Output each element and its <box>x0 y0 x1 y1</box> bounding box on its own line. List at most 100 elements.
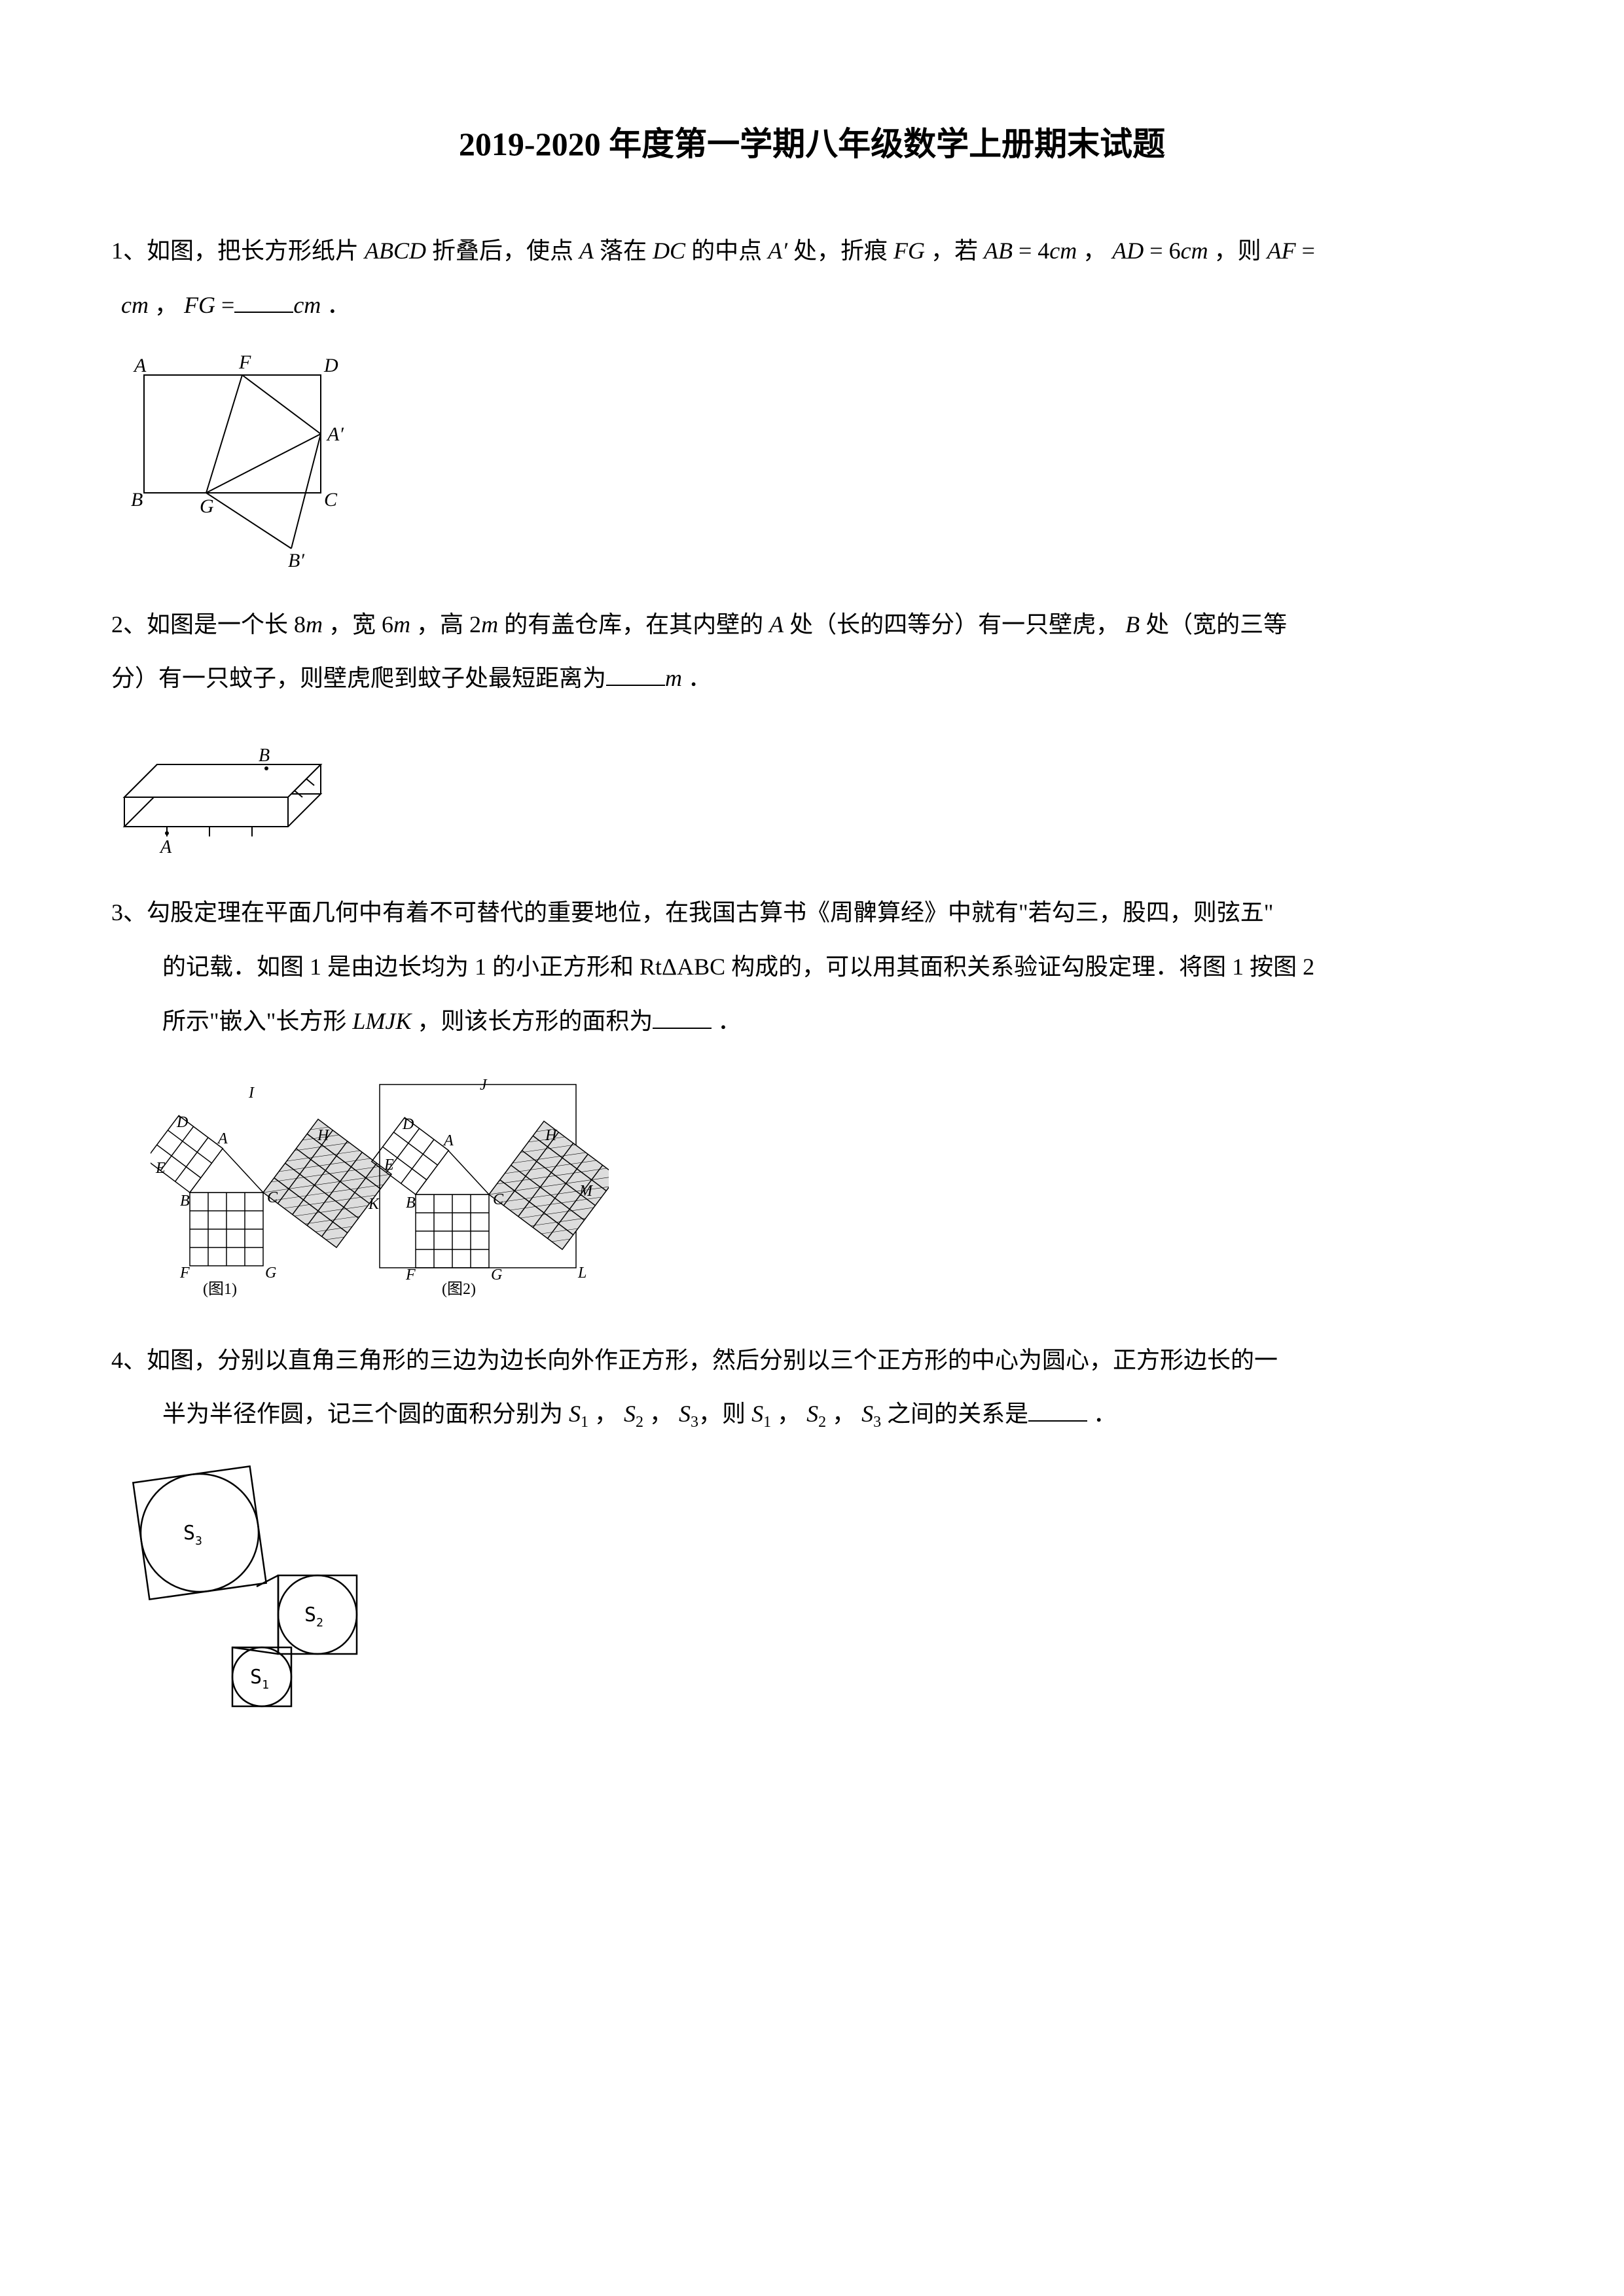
q1-DC: DC <box>653 238 685 264</box>
f3-J2: J <box>480 1077 488 1094</box>
f3-H2: H <box>545 1127 558 1144</box>
q4-s1: 1 <box>581 1414 588 1431</box>
f3-I1: I <box>248 1085 255 1102</box>
f3-lab1: (图1) <box>203 1281 237 1298</box>
problem-4: 4、如图，分别以直角三角形的三边为边长向外作正方形，然后分别以三个正方形的中心为… <box>111 1333 1513 1442</box>
figure-1: A F D A′ B G C B′ <box>111 352 1513 571</box>
q2-te: 处（长的四等分）有一只壁虎， <box>784 611 1125 637</box>
q1-tb: 折叠后，使点 <box>426 238 579 264</box>
fig1-A: A <box>133 355 147 376</box>
fig1-Ap: A′ <box>326 423 344 445</box>
f3-C1: C <box>267 1189 278 1206</box>
q1-l2a: cm <box>121 292 149 318</box>
fig1-D: D <box>323 355 338 376</box>
q4-l2h: ． <box>1087 1401 1117 1427</box>
q4-l2e: ， <box>771 1401 806 1427</box>
q4-S1: S <box>569 1401 581 1427</box>
problem-3: 3、勾股定理在平面几何中有着不可替代的重要地位，在我国古算书《周髀算经》中就有"… <box>111 886 1513 1048</box>
q1-th: ，则 <box>1208 238 1267 264</box>
q1-l2e: ． <box>321 292 350 318</box>
q1-blank <box>234 293 293 313</box>
q4-s3: 3 <box>691 1414 698 1431</box>
q2-m3: m <box>481 611 498 637</box>
q2-td: 的有盖仓库，在其内壁的 <box>498 611 769 637</box>
f3-G2: G <box>491 1266 502 1283</box>
f4-S1: S <box>250 1666 262 1689</box>
fig1-B: B <box>131 489 143 511</box>
q2-B: B <box>1125 611 1140 637</box>
q1-tc: 落在 <box>594 238 653 264</box>
q2-tc: ，高 2 <box>410 611 481 637</box>
q1-eq3: = <box>1296 238 1315 264</box>
f3-K2: K <box>368 1196 380 1213</box>
q4-s2: 2 <box>636 1414 643 1431</box>
q1-abcd: ABCD <box>365 238 426 264</box>
q1-Ap: A′ <box>768 238 787 264</box>
q1-te: 处，折痕 <box>787 238 893 264</box>
q1-AD: AD <box>1112 238 1144 264</box>
page-title: 2019-2020 年度第一学期八年级数学上册期末试题 <box>111 118 1513 165</box>
f4-s2s: 2 <box>316 1616 323 1630</box>
q3-LMJK: LMJK <box>352 1008 411 1034</box>
f3-D1: D <box>176 1114 188 1131</box>
q4-blank <box>1028 1402 1087 1422</box>
q4-S3b: S <box>861 1401 873 1427</box>
figure-3: D I A H E B C F G (图1) <box>151 1068 1513 1307</box>
f3-A1: A <box>217 1130 228 1147</box>
f3-E1: E <box>155 1160 166 1177</box>
q4-l2g: 之间的关系是 <box>881 1401 1028 1427</box>
fig1-G: G <box>200 495 214 517</box>
q1-eq2: = 6 <box>1144 238 1180 264</box>
q1-AB: AB <box>984 238 1013 264</box>
q3-l3b: ，则该长方形的面积为 <box>411 1008 653 1034</box>
q1-tf: ，若 <box>925 238 984 264</box>
f3-D2: D <box>402 1116 414 1133</box>
f3-G1: G <box>265 1265 276 1282</box>
q3-l2: 的记载．如图 1 是由边长均为 1 的小正方形和 RtΔABC 构成的，可以用其… <box>162 954 1314 980</box>
q1-l2b: ， <box>149 292 184 318</box>
figure-2: B A <box>111 725 1513 859</box>
q4-l2a: 半为半径作圆，记三个圆的面积分别为 <box>162 1401 569 1427</box>
q4-S3: S <box>679 1401 691 1427</box>
q2-l2c: ． <box>682 665 712 691</box>
problem-1: 1、如图，把长方形纸片 ABCD 折叠后，使点 A 落在 DC 的中点 A′ 处… <box>111 224 1513 332</box>
q2-m2: m <box>393 611 410 637</box>
f3-A2: A <box>442 1132 454 1149</box>
q3-l3c: ． <box>712 1008 741 1034</box>
f3-B2: B <box>406 1194 416 1211</box>
q3-ta: 勾股定理在平面几何中有着不可替代的重要地位，在我国古算书《周髀算经》中就有"若勾… <box>147 899 1273 925</box>
f3-H1: H <box>317 1127 330 1144</box>
q1-ta: 如图，把长方形纸片 <box>147 238 365 264</box>
fig1-C: C <box>324 489 338 511</box>
q1-cm1: cm <box>1049 238 1077 264</box>
f3-L2: L <box>577 1265 586 1282</box>
q1-FG: FG <box>893 238 925 264</box>
fig1-Bp: B′ <box>288 550 304 568</box>
f4-s1s: 1 <box>262 1678 269 1692</box>
q1-l2c: = <box>215 292 234 318</box>
fig2-A: A <box>159 837 172 856</box>
q4-l2b: ， <box>588 1401 624 1427</box>
fig2-B: B <box>259 745 270 766</box>
q1-FG2: FG <box>184 292 215 318</box>
q2-l2a: 分）有一只蚊子，则壁虎爬到蚊子处最短距离为 <box>111 665 606 691</box>
q4-S2: S <box>624 1401 636 1427</box>
q1-cm2: cm <box>1181 238 1208 264</box>
q4-ta: 如图，分别以直角三角形的三边为边长向外作正方形，然后分别以三个正方形的中心为圆心… <box>147 1347 1278 1373</box>
figure-4: S3 S2 S1 <box>131 1461 1513 1713</box>
q2-blank <box>606 666 665 686</box>
q4-l2f: ， <box>826 1401 861 1427</box>
q1-A: A <box>579 238 594 264</box>
f4-S3: S <box>183 1522 195 1545</box>
q4-S1b: S <box>751 1401 763 1427</box>
q2-tf: 处（宽的三等 <box>1140 611 1287 637</box>
q2-A: A <box>769 611 784 637</box>
q1-tg: ， <box>1077 238 1112 264</box>
f3-F1: F <box>179 1265 190 1282</box>
q2-ta: 如图是一个长 8 <box>147 611 306 637</box>
q3-l3a: 所示"嵌入"长方形 <box>162 1008 352 1034</box>
f3-B1: B <box>180 1193 190 1210</box>
f4-s3s: 3 <box>195 1534 202 1548</box>
q1-td: 的中点 <box>685 238 768 264</box>
q1-num: 1、 <box>111 238 147 264</box>
